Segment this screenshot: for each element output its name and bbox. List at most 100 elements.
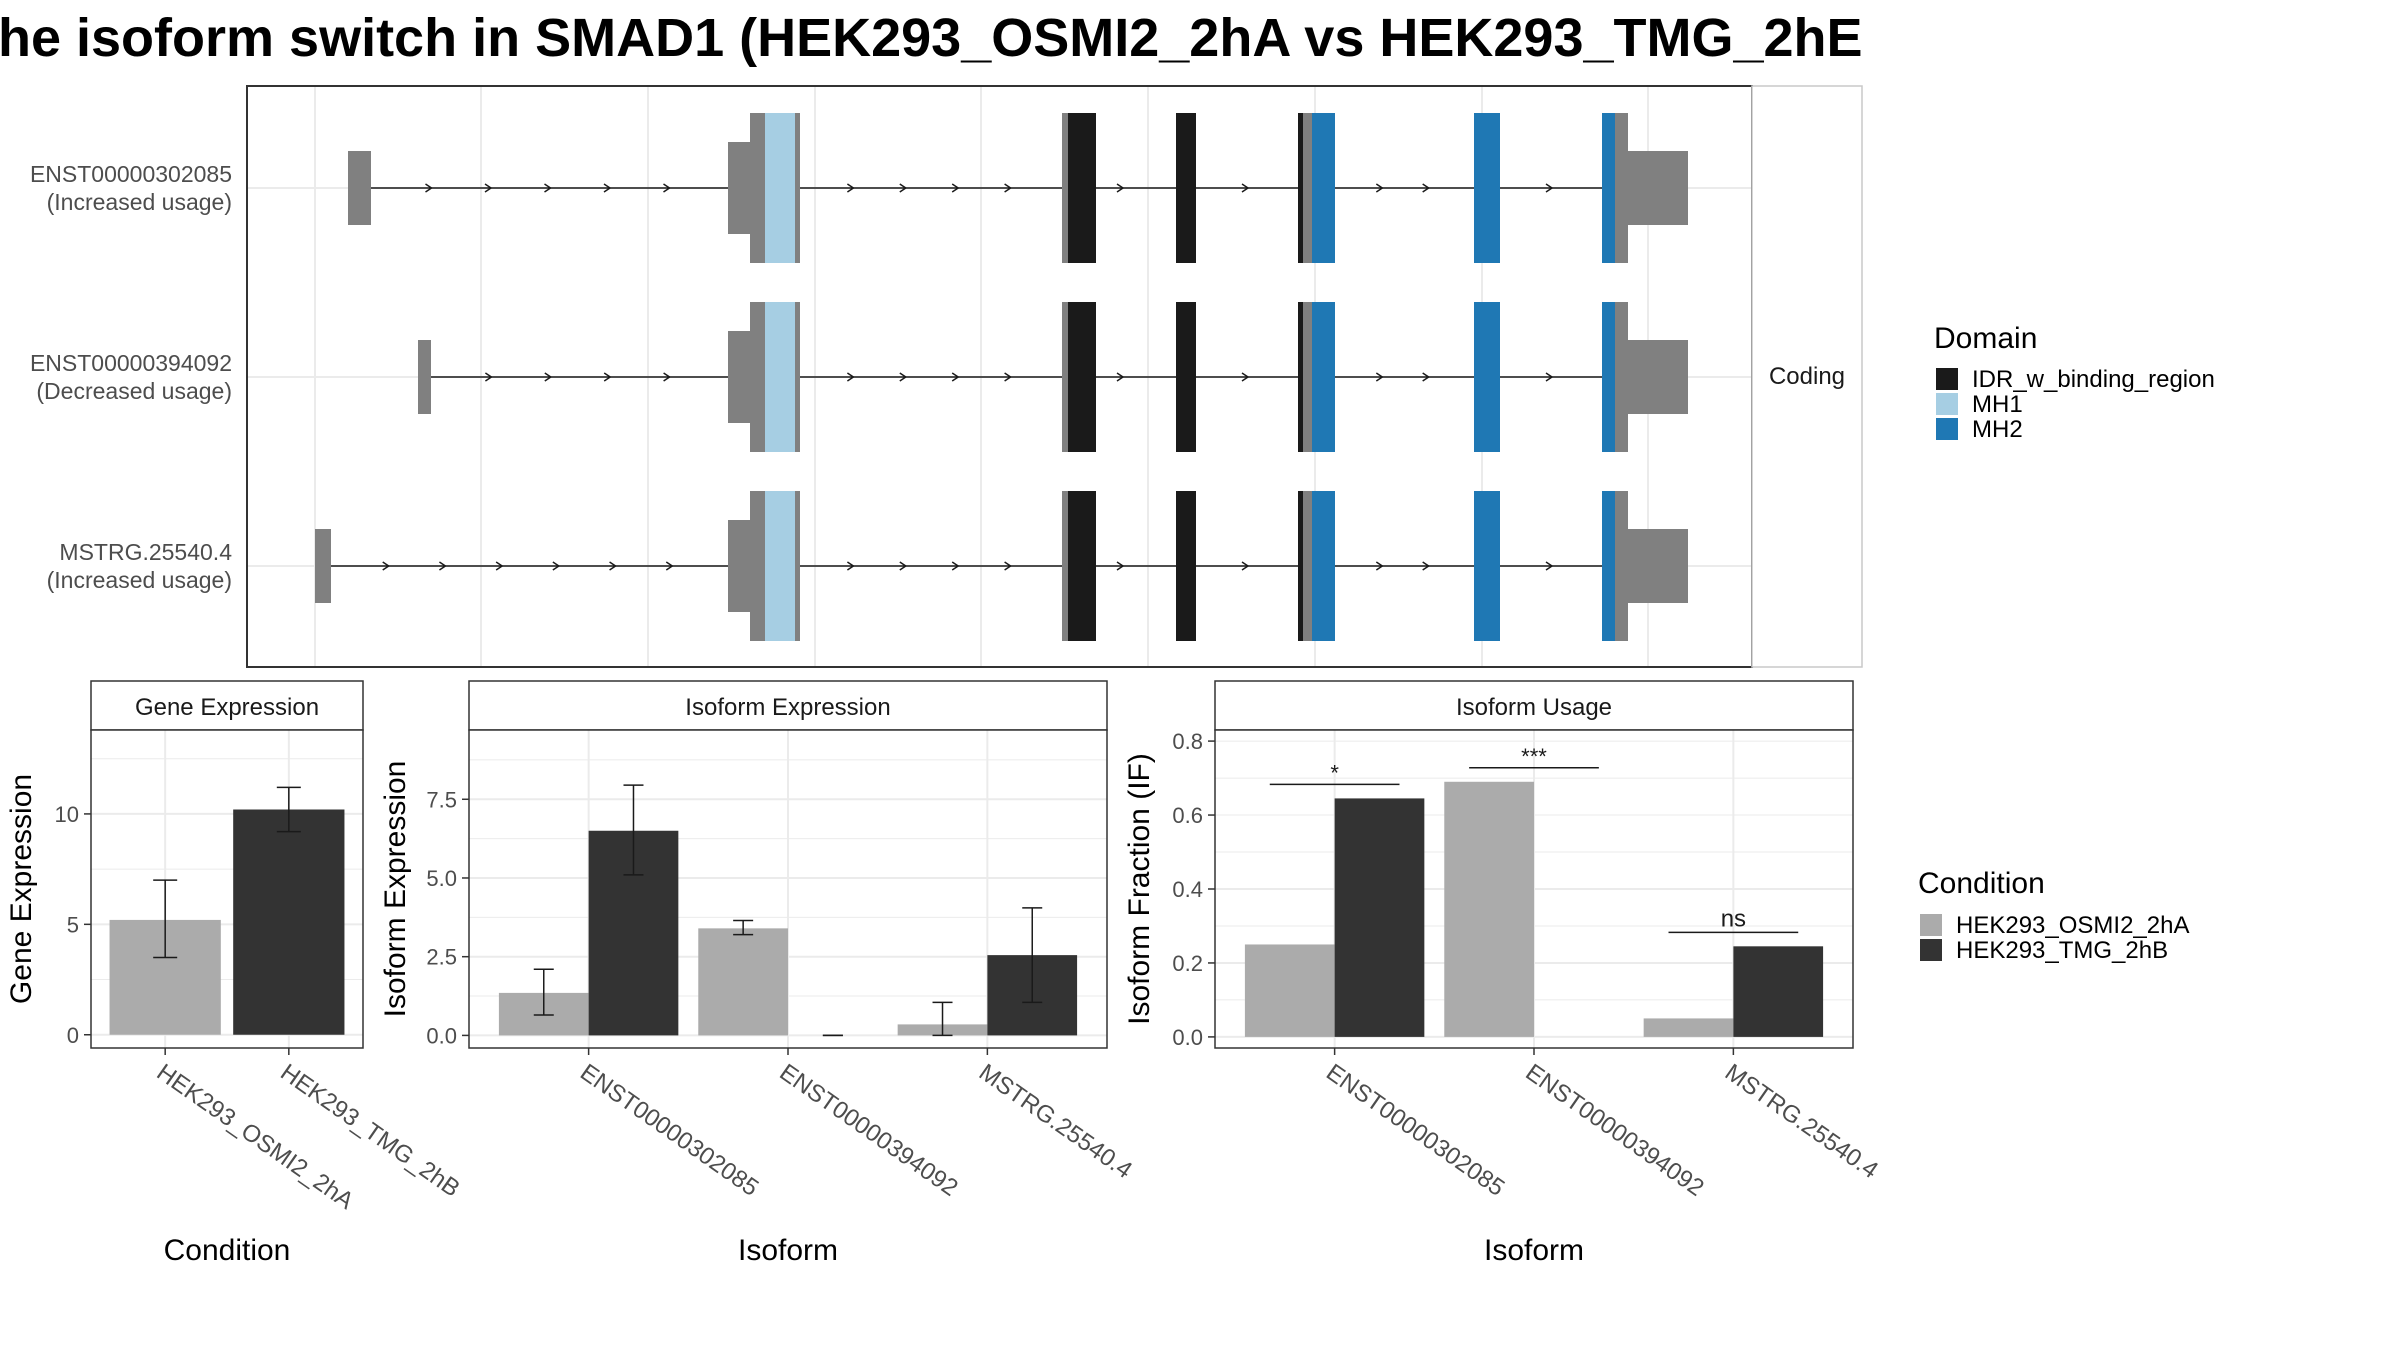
- intron-arrow: [1545, 183, 1554, 193]
- y-tick-label: 5: [67, 912, 79, 937]
- exon-utr: [728, 142, 752, 234]
- isoform-usage-label: (Decreased usage): [36, 378, 232, 404]
- intron-arrow: [552, 561, 561, 571]
- domain-mh2: [1474, 491, 1500, 641]
- y-axis-label: Gene Expression: [5, 774, 38, 1004]
- domain-mh1: [765, 302, 795, 452]
- exon-coding: [795, 491, 800, 641]
- intron-arrow: [1422, 183, 1431, 193]
- exon-coding: [1303, 302, 1312, 452]
- intron-arrow: [1375, 183, 1384, 193]
- exon-coding: [795, 113, 800, 263]
- intron-arrow: [1241, 183, 1250, 193]
- x-axis-label: Isoform: [1484, 1234, 1584, 1267]
- domain-mh1: [765, 113, 795, 263]
- domain-legend-title: Domain: [1934, 322, 2037, 355]
- intron-arrow: [1422, 372, 1431, 382]
- intron-arrow: [1422, 561, 1431, 571]
- intron-arrow: [1116, 372, 1125, 382]
- x-tick-label: ENST00000302085: [575, 1059, 763, 1202]
- intron-arrow: [899, 561, 908, 571]
- x-tick-label: ENST00000394092: [775, 1059, 963, 1202]
- intron-arrow: [1004, 183, 1012, 193]
- domain-idr: [1068, 302, 1096, 452]
- x-axis-label: Isoform: [738, 1234, 838, 1267]
- intron-arrow: [1545, 372, 1554, 382]
- significance-label: ns: [1721, 905, 1746, 932]
- intron-arrow: [484, 183, 493, 193]
- significance-label: ***: [1521, 744, 1547, 769]
- panel-strip-label: Isoform Usage: [1456, 694, 1612, 721]
- exon-utr: [1628, 151, 1688, 225]
- domain-idr: [1298, 491, 1303, 641]
- bar: [1444, 781, 1534, 1037]
- intron-arrow: [1375, 561, 1384, 571]
- significance-label: *: [1330, 760, 1339, 785]
- domain-mh2: [1312, 491, 1335, 641]
- exon-coding: [1615, 113, 1628, 263]
- y-tick-label: 0.4: [1172, 877, 1203, 902]
- domain-mh2: [1602, 491, 1615, 641]
- exon-coding: [1615, 491, 1628, 641]
- x-tick-label: MSTRG.25540.4: [974, 1059, 1137, 1184]
- intron-arrow: [1004, 372, 1012, 382]
- x-tick-label: ENST00000302085: [1321, 1059, 1509, 1202]
- exon-coding: [795, 302, 800, 452]
- bar: [698, 928, 788, 1036]
- intron-arrow: [899, 183, 908, 193]
- x-axis-label: Condition: [164, 1234, 291, 1267]
- x-tick-label: HEK293_OSMI2_2hA: [152, 1059, 359, 1215]
- exon-coding: [750, 491, 765, 641]
- intron-arrow: [846, 372, 855, 382]
- y-tick-label: 0.6: [1172, 803, 1203, 828]
- domain-mh2: [1474, 113, 1500, 263]
- intron-arrow: [439, 561, 447, 571]
- figure-title: he isoform switch in SMAD1 (HEK293_OSMI2…: [0, 8, 1863, 68]
- domain-idr: [1298, 113, 1303, 263]
- intron-arrow: [1116, 183, 1125, 193]
- bar: [1643, 1018, 1734, 1037]
- domain-legend-label: IDR_w_binding_region: [1972, 366, 2215, 393]
- intron-arrow: [846, 183, 855, 193]
- intron-arrow: [1545, 561, 1554, 571]
- bar: [233, 809, 345, 1035]
- intron-arrow: [603, 372, 612, 382]
- x-tick-label: ENST00000394092: [1521, 1059, 1709, 1202]
- isoform-label: MSTRG.25540.4: [59, 539, 232, 565]
- isoform-usage-label: (Increased usage): [47, 567, 232, 593]
- intron-arrow: [484, 372, 493, 382]
- domain-idr: [1176, 113, 1196, 263]
- exon-utr: [1628, 340, 1688, 414]
- domain-mh1: [765, 491, 795, 641]
- isoform-expression-panel: Isoform Expression 0.0 2.5 5.0 7.5 ENST000003…: [379, 680, 1137, 1267]
- intron-arrow: [425, 183, 433, 193]
- intron-arrow: [495, 561, 504, 571]
- condition-legend-label: HEK293_OSMI2_2hA: [1956, 912, 2189, 939]
- domain-mh2: [1312, 113, 1335, 263]
- exon-coding: [1303, 113, 1312, 263]
- y-tick-label: 5.0: [426, 866, 457, 891]
- exon-utr: [348, 151, 371, 225]
- domain-idr: [1068, 491, 1096, 641]
- exon-utr: [728, 331, 752, 423]
- exon-coding: [750, 113, 765, 263]
- panel-border: [90, 729, 364, 1049]
- panel-strip: [90, 680, 364, 731]
- intron-arrow: [1004, 561, 1012, 571]
- y-axis-label: Isoform Fraction (IF): [1123, 753, 1156, 1025]
- exon-utr: [315, 529, 331, 603]
- bar: [1733, 946, 1824, 1037]
- panel-strip-label: Isoform Expression: [685, 694, 890, 721]
- isoform-label: ENST00000302085: [30, 161, 232, 187]
- strip-coding: [1751, 85, 1863, 668]
- intron-arrow: [665, 561, 674, 571]
- exon-utr: [1628, 529, 1688, 603]
- strip-label-coding: Coding: [1769, 363, 1845, 390]
- intron-arrow: [1241, 372, 1250, 382]
- condition-legend-swatch: [1920, 939, 1942, 961]
- intron-arrow: [603, 183, 612, 193]
- intron-arrow: [951, 372, 960, 382]
- exon-utr: [728, 520, 752, 612]
- domain-legend-swatch: [1936, 418, 1958, 440]
